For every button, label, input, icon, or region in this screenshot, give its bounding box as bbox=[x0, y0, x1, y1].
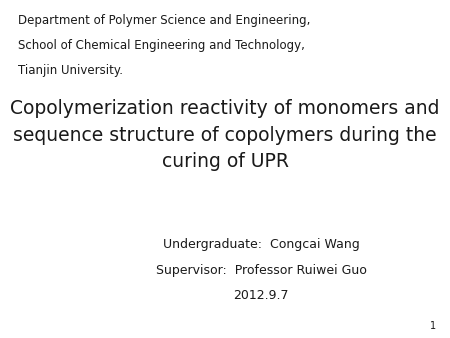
Text: Undergraduate:  Congcai Wang: Undergraduate: Congcai Wang bbox=[162, 238, 360, 251]
Text: 1: 1 bbox=[430, 321, 436, 331]
Text: 2012.9.7: 2012.9.7 bbox=[233, 289, 289, 302]
Text: Department of Polymer Science and Engineering,: Department of Polymer Science and Engine… bbox=[18, 14, 310, 26]
Text: School of Chemical Engineering and Technology,: School of Chemical Engineering and Techn… bbox=[18, 39, 305, 52]
Text: Copolymerization reactivity of monomers and
sequence structure of copolymers dur: Copolymerization reactivity of monomers … bbox=[10, 99, 440, 171]
Text: Supervisor:  Professor Ruiwei Guo: Supervisor: Professor Ruiwei Guo bbox=[156, 264, 366, 276]
Text: Tianjin University.: Tianjin University. bbox=[18, 64, 123, 77]
